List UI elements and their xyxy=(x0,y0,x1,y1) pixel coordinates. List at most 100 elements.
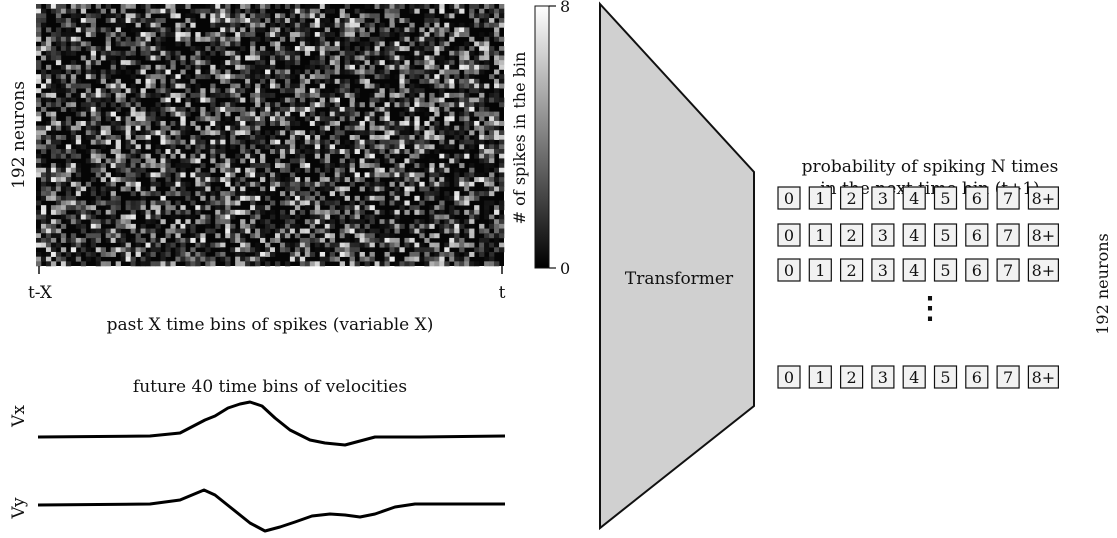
raster-cell xyxy=(36,22,42,28)
raster-cell xyxy=(364,181,370,187)
raster-cell xyxy=(304,106,311,112)
raster-cell xyxy=(150,46,156,52)
raster-cell xyxy=(90,158,97,164)
raster-cell xyxy=(414,4,420,9)
raster-cell xyxy=(105,50,111,56)
bin-cell: 5 xyxy=(933,258,958,282)
raster-cell xyxy=(499,167,505,173)
raster-cell xyxy=(175,177,181,183)
raster-cell xyxy=(499,135,505,140)
raster-cell xyxy=(110,195,116,201)
raster-cell xyxy=(250,13,256,19)
raster-cell xyxy=(344,139,350,145)
raster-cell xyxy=(279,209,286,215)
raster-cell xyxy=(250,78,256,84)
raster-cell xyxy=(45,46,52,52)
raster-cell xyxy=(469,163,475,169)
raster-cell xyxy=(384,130,390,136)
raster-cell xyxy=(304,13,311,19)
raster-cell xyxy=(205,135,211,140)
raster-cell xyxy=(36,60,42,66)
raster-cell xyxy=(250,111,256,117)
raster-cell xyxy=(170,205,176,211)
raster-cell xyxy=(165,92,171,98)
raster-cell xyxy=(90,228,97,234)
raster-cell xyxy=(60,36,67,42)
raster-cell xyxy=(389,149,395,155)
raster-cell xyxy=(195,251,201,257)
raster-cell xyxy=(90,205,97,211)
raster-cell xyxy=(100,74,106,80)
raster-cell xyxy=(394,237,400,243)
raster-cell xyxy=(304,36,311,42)
raster-cell xyxy=(394,214,400,220)
raster-cell xyxy=(289,120,296,126)
raster-cell xyxy=(454,78,460,84)
raster-cell xyxy=(250,256,256,262)
raster-cell xyxy=(334,64,340,70)
raster-cell xyxy=(215,163,221,169)
raster-cell xyxy=(55,149,62,155)
raster-cell xyxy=(270,55,276,61)
raster-cell xyxy=(339,130,345,136)
raster-cell xyxy=(299,237,306,243)
raster-cell xyxy=(449,214,455,220)
raster-cell xyxy=(65,158,72,164)
raster-cell xyxy=(135,36,141,42)
raster-cell xyxy=(274,116,281,122)
raster-cell xyxy=(314,149,321,155)
raster-cell xyxy=(274,233,281,239)
raster-cell xyxy=(175,228,181,234)
raster-cell xyxy=(484,144,490,150)
raster-cell xyxy=(85,13,92,19)
raster-cell xyxy=(270,116,276,122)
raster-cell xyxy=(40,55,47,61)
raster-cell xyxy=(115,36,121,42)
raster-cell xyxy=(394,74,400,80)
raster-cell xyxy=(70,36,77,42)
raster-cell xyxy=(474,214,480,220)
raster-cell xyxy=(414,83,420,89)
raster-cell xyxy=(304,177,311,183)
raster-cell xyxy=(314,74,321,80)
raster-cell xyxy=(195,69,201,75)
raster-cell xyxy=(354,78,360,84)
raster-cell xyxy=(140,163,146,169)
raster-cell xyxy=(284,55,291,61)
raster-cell xyxy=(419,219,425,225)
raster-cell xyxy=(50,247,57,253)
raster-cell xyxy=(80,261,87,267)
raster-cell xyxy=(40,237,47,243)
raster-cell xyxy=(115,195,121,201)
raster-cell xyxy=(439,205,445,211)
raster-cell xyxy=(190,228,196,234)
raster-cell xyxy=(349,125,355,131)
raster-cell xyxy=(255,242,261,248)
raster-cell xyxy=(90,111,97,117)
raster-cell xyxy=(75,111,82,117)
raster-cell xyxy=(279,233,286,239)
raster-cell xyxy=(180,149,186,155)
raster-cell xyxy=(270,209,276,215)
raster-cell xyxy=(195,60,201,66)
raster-cell xyxy=(374,228,380,234)
raster-cell xyxy=(499,8,505,14)
raster-cell xyxy=(265,69,271,75)
raster-cell xyxy=(265,32,271,38)
raster-cell xyxy=(145,111,151,117)
raster-cell xyxy=(110,144,116,150)
raster-cell xyxy=(170,223,176,229)
raster-cell xyxy=(349,50,355,56)
raster-cell xyxy=(439,60,445,66)
raster-cell xyxy=(36,46,42,52)
raster-cell xyxy=(210,13,216,19)
raster-cell xyxy=(284,233,291,239)
raster-cell xyxy=(369,233,375,239)
raster-cell xyxy=(160,27,166,33)
raster-cell xyxy=(40,8,47,14)
raster-cell xyxy=(314,139,321,145)
raster-cell xyxy=(454,8,460,14)
raster-cell xyxy=(449,116,455,122)
raster-cell xyxy=(289,219,296,225)
raster-cell xyxy=(354,233,360,239)
